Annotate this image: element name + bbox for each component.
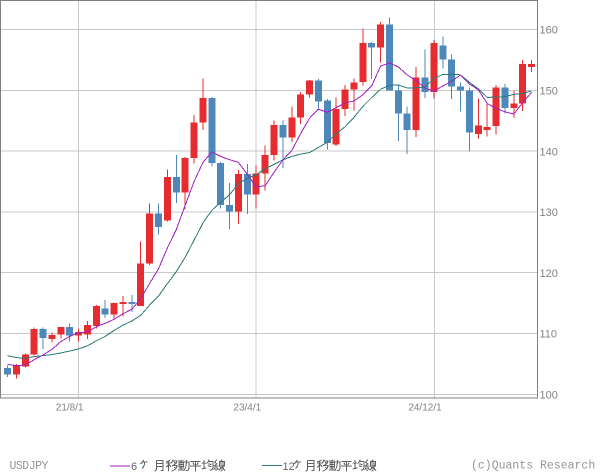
svg-text:(c)Quants Research: (c)Quants Research bbox=[471, 460, 595, 473]
svg-text:6: 6 bbox=[131, 461, 137, 473]
svg-text:USDJPY: USDJPY bbox=[10, 460, 49, 473]
svg-text:160: 160 bbox=[540, 25, 558, 37]
svg-text:140: 140 bbox=[540, 146, 558, 158]
svg-text:21/8/1: 21/8/1 bbox=[56, 403, 84, 414]
svg-text:150: 150 bbox=[540, 86, 558, 98]
svg-text:120: 120 bbox=[540, 268, 558, 280]
svg-text:23/4/1: 23/4/1 bbox=[233, 403, 261, 414]
svg-text:12: 12 bbox=[283, 461, 295, 473]
svg-text:110: 110 bbox=[540, 329, 558, 341]
svg-text:24/12/1: 24/12/1 bbox=[408, 403, 442, 414]
svg-text:100: 100 bbox=[540, 390, 558, 402]
svg-text:130: 130 bbox=[540, 207, 558, 219]
